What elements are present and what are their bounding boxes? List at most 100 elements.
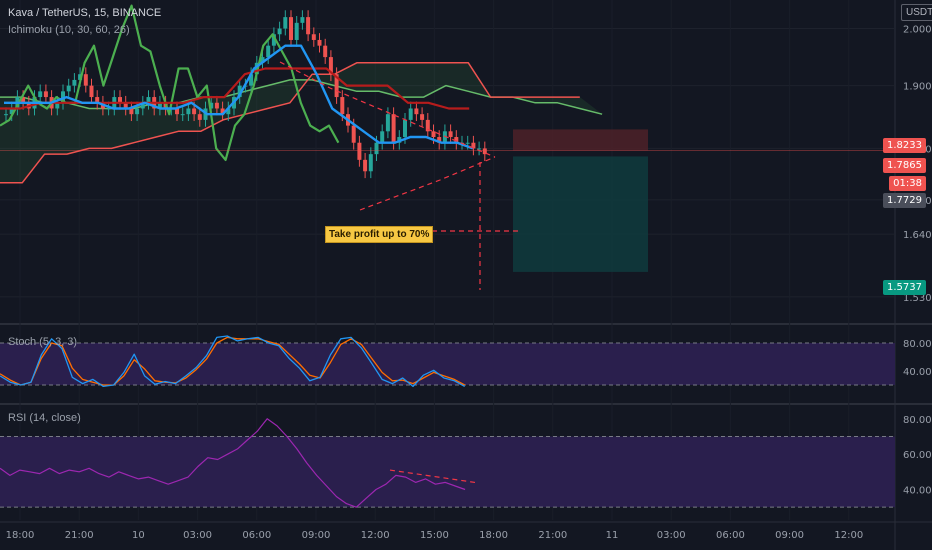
ichimoku-legend[interactable]: Ichimoku (10, 30, 60, 26)	[8, 24, 130, 36]
lower-trendline	[359, 156, 496, 211]
candle-body	[289, 17, 293, 40]
rsi-band	[0, 436, 895, 508]
candle-body	[368, 154, 373, 172]
stoch-legend[interactable]: Stoch (5, 3, 3)	[8, 336, 78, 348]
candle-body	[118, 97, 122, 103]
x-tick-label: 21:00	[538, 530, 567, 541]
candle-body	[271, 34, 276, 46]
candle-body	[334, 74, 339, 98]
candle-body	[311, 34, 316, 40]
x-tick-label: 11	[606, 530, 619, 541]
candle-body	[260, 57, 265, 63]
current-price-tag: 1.7865	[883, 158, 926, 173]
candle-body	[300, 17, 305, 23]
candle-body	[294, 22, 299, 40]
candle-body	[283, 17, 288, 29]
rsi-legend[interactable]: RSI (14, close)	[8, 412, 81, 424]
price-tick-label: 1.9000	[903, 82, 932, 93]
kijun-sen-line	[0, 67, 470, 110]
candle-body	[454, 137, 459, 143]
x-tick-label: 21:00	[65, 530, 94, 541]
price-tick-label: 1.6400	[903, 230, 932, 241]
candle-body	[317, 39, 322, 46]
countdown-tag: 01:38	[889, 176, 926, 191]
rsi-tick-label: 80.00	[903, 415, 932, 426]
candle-body	[385, 114, 390, 132]
kumo-cloud	[0, 62, 603, 183]
currency-button[interactable]: USDT	[901, 4, 932, 21]
candle-body	[249, 74, 254, 86]
candle-body	[266, 45, 271, 58]
candle-body	[157, 102, 162, 109]
candle-body	[351, 125, 356, 143]
x-tick-label: 09:00	[775, 530, 804, 541]
take-profit-zone	[513, 156, 648, 272]
candle-body	[437, 137, 442, 143]
candle-body	[442, 131, 447, 143]
candle-body	[38, 91, 43, 98]
chikou-span-line	[0, 4, 340, 161]
candle-body	[192, 108, 197, 115]
x-tick-label: 18:00	[479, 530, 508, 541]
candle-body	[123, 102, 128, 109]
candle-body	[95, 97, 100, 103]
senkou-span-b-line	[0, 62, 580, 184]
candle-body	[140, 102, 145, 109]
candle-body	[477, 148, 482, 150]
rsi-tick-label: 40.00	[903, 486, 932, 497]
candle-body	[340, 97, 345, 115]
candle-body	[363, 159, 368, 172]
candle-body	[4, 114, 8, 116]
price-tick-label: 2.0000	[903, 25, 932, 36]
upper-trendline	[279, 61, 496, 158]
candle-body	[214, 102, 219, 109]
x-tick-label: 09:00	[302, 530, 331, 541]
candle-body	[55, 102, 60, 109]
candle-body	[226, 108, 231, 115]
candle-body	[78, 74, 83, 80]
candle-body	[43, 91, 48, 98]
candle-body	[237, 85, 242, 98]
candle-body	[197, 114, 202, 120]
candle-body	[186, 108, 191, 115]
candle-body	[66, 85, 71, 92]
candle-body	[408, 108, 413, 120]
rsi-line	[0, 418, 466, 508]
candle-body	[403, 119, 407, 138]
candle-body	[306, 17, 311, 35]
candle-body	[328, 57, 333, 75]
candle-body	[323, 45, 328, 58]
candle-body	[357, 142, 362, 160]
candle-body	[414, 108, 419, 115]
candle-body	[209, 102, 214, 109]
x-tick-label: 10	[132, 530, 145, 541]
candle-body	[89, 85, 94, 98]
stoch-tick-label: 40.00	[903, 367, 932, 378]
candle-body	[9, 108, 14, 115]
take-profit-annotation[interactable]: Take profit up to 70%	[325, 226, 434, 243]
x-tick-label: 03:00	[657, 530, 686, 541]
candle-body	[448, 131, 453, 138]
candle-body	[374, 142, 379, 155]
candle-body	[175, 108, 179, 115]
x-tick-label: 15:00	[420, 530, 449, 541]
candle-body	[61, 91, 65, 103]
candle-body	[146, 97, 151, 103]
gray-price-tag: 1.7729	[883, 193, 926, 208]
price-tick-label: 1.5300	[903, 293, 932, 304]
rsi-tick-label: 60.00	[903, 450, 932, 461]
x-tick-label: 03:00	[183, 530, 212, 541]
x-tick-label: 06:00	[716, 530, 745, 541]
stop-price-tag: 1.8233	[883, 138, 926, 153]
x-tick-label: 18:00	[6, 530, 35, 541]
candle-body	[425, 119, 430, 132]
symbol-title: Kava / TetherUS, 15, BINANCE	[8, 7, 162, 19]
candle-body	[471, 142, 476, 149]
x-tick-label: 12:00	[834, 530, 863, 541]
x-tick-label: 12:00	[361, 530, 390, 541]
candle-body	[420, 114, 425, 120]
candle-body	[482, 148, 487, 155]
x-tick-label: 06:00	[242, 530, 271, 541]
candle-body	[431, 131, 436, 138]
